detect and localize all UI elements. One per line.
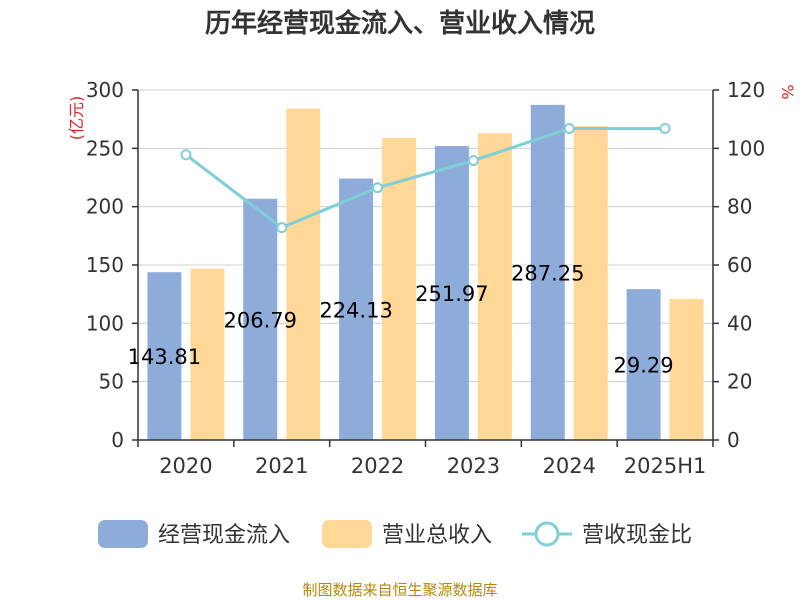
ratio-line bbox=[185, 127, 666, 230]
left-tick-label: 50 bbox=[99, 370, 124, 394]
data-label-2025H1: 29.29 bbox=[614, 354, 674, 378]
bar-cash-inflow-2023 bbox=[434, 146, 469, 440]
bar-revenue-2024 bbox=[573, 126, 608, 441]
right-axis-unit: % bbox=[778, 84, 797, 99]
bar-revenue-2025H1 bbox=[669, 298, 704, 440]
ratio-point-2023 bbox=[467, 155, 479, 167]
bar-cash-inflow-2021 bbox=[243, 198, 278, 440]
source-note: 制图数据来自恒生聚源数据库 bbox=[302, 581, 497, 599]
bar-cash-inflow-2020 bbox=[147, 272, 182, 440]
ratio-line-series bbox=[180, 123, 671, 234]
x-tick-label: 2021 bbox=[255, 454, 308, 478]
x-tick-label: 2022 bbox=[351, 454, 404, 478]
right-tick-label: 0 bbox=[727, 428, 740, 452]
ratio-point-2025H1 bbox=[659, 123, 671, 134]
legend-swatch-cash-inflow bbox=[98, 520, 148, 548]
ratio-point-2024 bbox=[563, 123, 575, 134]
x-axis-ticks: 2020 2021 2022 2023 2024 2025H1 bbox=[137, 440, 714, 478]
data-labels: 143.81 206.79 224.13 251.97 287.25 29.29 bbox=[128, 261, 674, 377]
right-tick-label: 60 bbox=[727, 253, 752, 277]
bar-cash-inflow-2024 bbox=[530, 104, 565, 440]
bar-cash-inflow-2022 bbox=[339, 178, 374, 440]
data-label-2024: 287.25 bbox=[511, 261, 584, 285]
data-label-2020: 143.81 bbox=[128, 345, 201, 369]
left-axis-unit: (亿元) bbox=[67, 96, 86, 141]
right-tick-label: 80 bbox=[727, 195, 752, 219]
left-tick-label: 300 bbox=[86, 78, 124, 102]
x-tick-label: 2024 bbox=[543, 454, 596, 478]
bars bbox=[147, 104, 704, 441]
ratio-point-2022 bbox=[372, 182, 384, 194]
bar-revenue-2023 bbox=[477, 133, 512, 440]
bar-cash-inflow-2025H1 bbox=[626, 289, 661, 440]
right-tick-label: 20 bbox=[727, 370, 752, 394]
left-axis-ticks: 0 50 100 150 200 250 300 bbox=[86, 78, 138, 452]
x-tick-label: 2025H1 bbox=[624, 454, 707, 478]
left-tick-label: 100 bbox=[86, 311, 124, 335]
data-label-2022: 224.13 bbox=[319, 298, 392, 322]
bar-revenue-2020 bbox=[190, 268, 225, 440]
left-tick-label: 200 bbox=[86, 195, 124, 219]
right-axis-ticks: 0 20 40 60 80 100 120 bbox=[713, 78, 765, 452]
data-label-2023: 251.97 bbox=[415, 282, 488, 306]
legend-label-revenue: 营业总收入 bbox=[382, 523, 492, 548]
legend-item-cash-inflow[interactable]: 经营现金流入 bbox=[98, 520, 290, 548]
legend-swatch-revenue bbox=[322, 520, 372, 548]
left-tick-label: 0 bbox=[111, 428, 124, 452]
left-tick-label: 250 bbox=[86, 136, 124, 160]
left-tick-label: 150 bbox=[86, 253, 124, 277]
legend-label-ratio: 营收现金比 bbox=[582, 523, 692, 548]
bar-revenue-2022 bbox=[382, 137, 417, 441]
legend-item-ratio[interactable]: 营收现金比 bbox=[522, 521, 692, 548]
data-label-2021: 206.79 bbox=[224, 308, 297, 332]
right-tick-label: 120 bbox=[727, 78, 765, 102]
legend-label-cash-inflow: 经营现金流入 bbox=[158, 523, 290, 548]
chart-title: 历年经营现金流入、营业收入情况 bbox=[205, 8, 595, 39]
x-tick-label: 2020 bbox=[159, 454, 212, 478]
right-tick-label: 40 bbox=[727, 311, 752, 335]
legend-marker-ratio bbox=[534, 521, 560, 547]
x-tick-label: 2023 bbox=[447, 454, 500, 478]
right-tick-label: 100 bbox=[727, 136, 765, 160]
gridlines bbox=[138, 89, 713, 383]
ratio-point-2021 bbox=[276, 222, 288, 234]
bar-revenue-2021 bbox=[286, 108, 321, 441]
ratio-point-2020 bbox=[180, 149, 192, 161]
legend: 经营现金流入 营业总收入 营收现金比 bbox=[98, 520, 692, 548]
legend-item-revenue[interactable]: 营业总收入 bbox=[322, 520, 492, 548]
